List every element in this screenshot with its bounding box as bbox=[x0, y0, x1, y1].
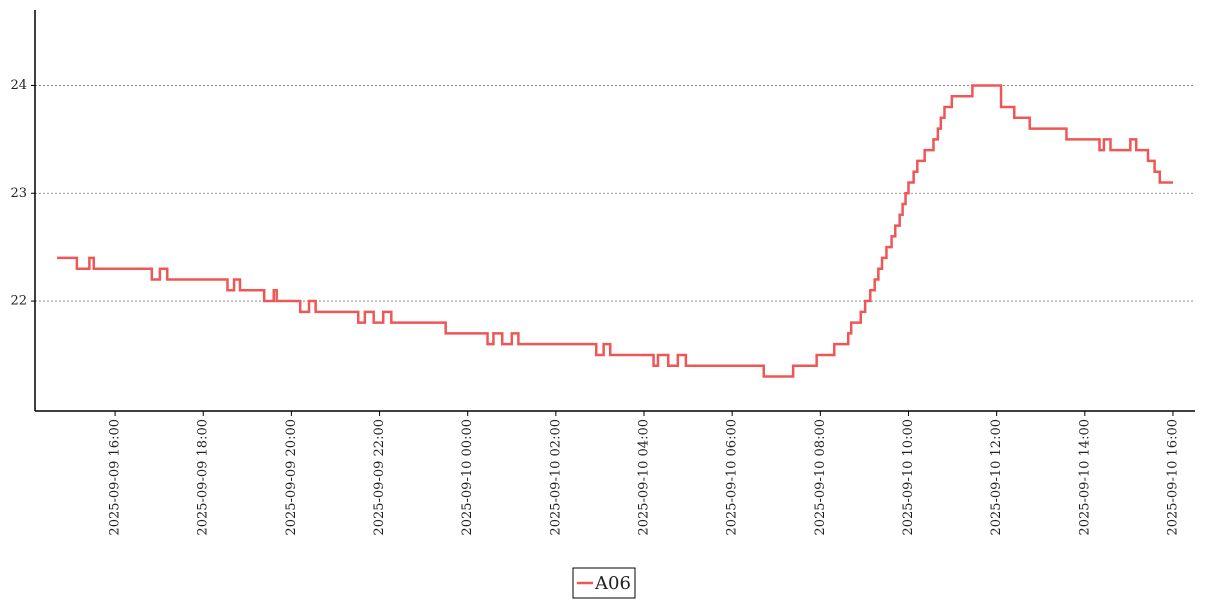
y-tick-label: 22 bbox=[10, 294, 27, 309]
x-tick-label: 2025-09-10 14:00 bbox=[1077, 419, 1092, 536]
legend: A06 bbox=[572, 567, 636, 599]
x-tick-label: 2025-09-10 16:00 bbox=[1165, 419, 1180, 536]
x-tick-label: 2025-09-09 22:00 bbox=[372, 419, 387, 536]
x-tick-label: 2025-09-10 12:00 bbox=[989, 419, 1004, 536]
x-tick-label: 2025-09-10 04:00 bbox=[637, 419, 652, 536]
x-tick-label: 2025-09-10 10:00 bbox=[901, 419, 916, 536]
y-tick-label: 24 bbox=[10, 78, 27, 93]
line bbox=[57, 84, 1173, 378]
x-tick-label: 2025-09-10 00:00 bbox=[460, 419, 475, 536]
x-tick-label: 2025-09-10 08:00 bbox=[813, 419, 828, 536]
legend-label: A06 bbox=[594, 573, 631, 594]
x-tick-label: 2025-09-09 18:00 bbox=[196, 419, 211, 536]
x-tick-label: 2025-09-10 02:00 bbox=[548, 419, 563, 536]
y-tick-label: 23 bbox=[10, 186, 27, 201]
x-tick-label: 2025-09-09 20:00 bbox=[284, 419, 299, 536]
x-tick-label: 2025-09-09 16:00 bbox=[108, 419, 123, 536]
x-tick-label: 2025-09-10 06:00 bbox=[725, 419, 740, 536]
